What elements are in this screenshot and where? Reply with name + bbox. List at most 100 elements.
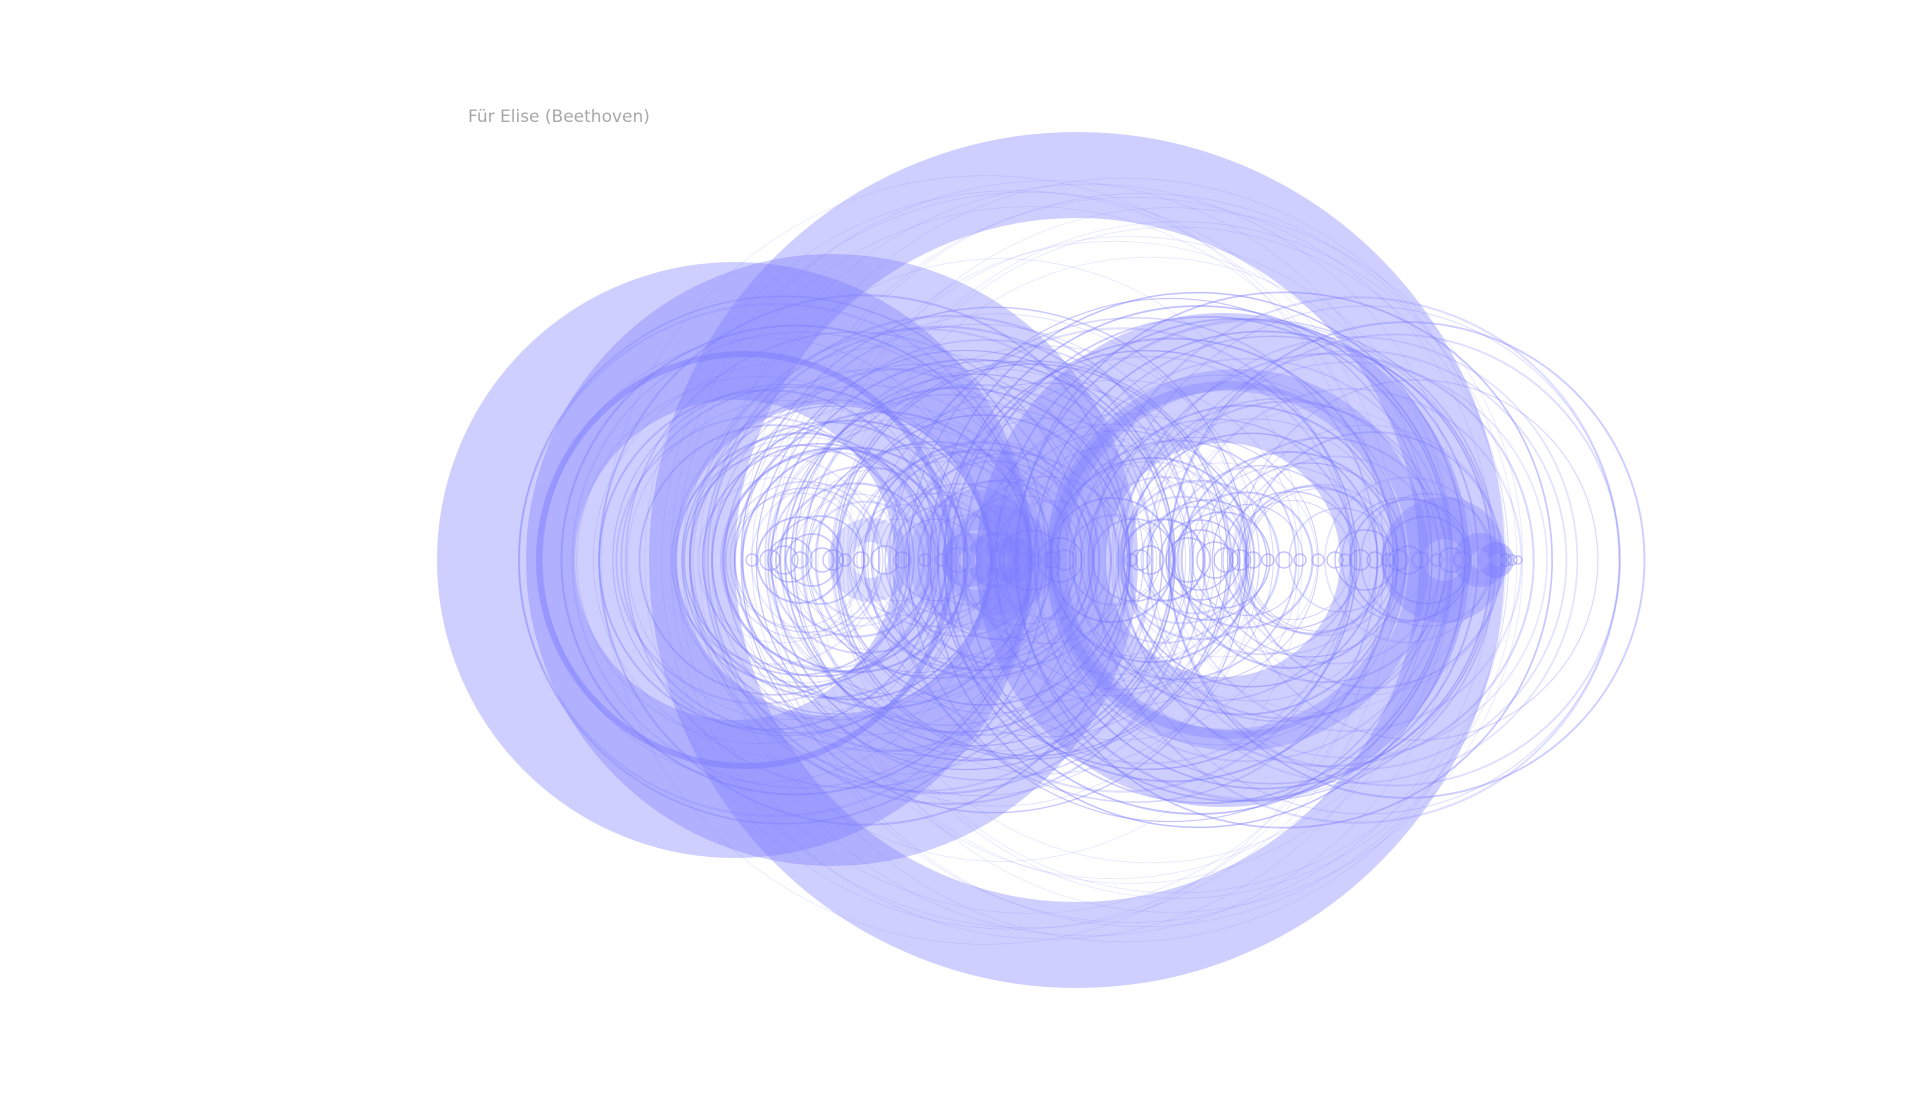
note-ring-225 <box>1169 529 1231 591</box>
note-ring-141 <box>895 518 979 602</box>
note-ring-76 <box>1122 462 1318 658</box>
note-ring-187 <box>842 226 1510 894</box>
note-ring-114 <box>1092 296 1621 824</box>
note-ring-34 <box>692 384 1044 736</box>
note-ring-131 <box>994 317 1479 803</box>
note-ring-80 <box>1168 406 1475 714</box>
note-ring-63 <box>789 467 974 653</box>
note-ring-145 <box>1080 476 1248 644</box>
note-ring-90 <box>792 493 926 627</box>
note-ring-223 <box>1165 537 1211 583</box>
note-ring-92 <box>1201 436 1449 684</box>
note-ring-91 <box>625 331 1083 789</box>
note-ring-180 <box>1167 333 1621 787</box>
note-ring-103 <box>1034 374 1406 746</box>
note-ring-169 <box>701 442 936 678</box>
note-ring-214 <box>918 553 932 567</box>
note-ring-238 <box>1366 551 1384 569</box>
note-ring-50 <box>1087 404 1399 716</box>
note-ring-236 <box>1338 553 1352 567</box>
note-ring-146 <box>1130 336 1579 784</box>
note-ring-150 <box>733 487 880 633</box>
note-ring-73 <box>1116 397 1441 723</box>
note-ring-164 <box>905 417 1191 703</box>
note-ring-182 <box>1091 518 1176 602</box>
note-ring-242 <box>1411 551 1429 569</box>
note-ring-24 <box>805 500 925 620</box>
note-ring-19 <box>884 482 1039 638</box>
note-ring-52 <box>518 295 1048 825</box>
note-ring-32 <box>1002 444 1233 676</box>
note-ring-70 <box>1232 455 1441 665</box>
note-ring-207 <box>785 533 839 587</box>
note-ring-48 <box>1176 491 1314 629</box>
note-ring-222 <box>1135 545 1165 575</box>
note-ring-218 <box>1043 551 1061 569</box>
note-ring-67 <box>1231 424 1503 696</box>
note-ring-109 <box>1068 514 1161 606</box>
note-ring-10 <box>828 518 912 602</box>
note-ring-127 <box>1237 485 1388 635</box>
note-ring-156 <box>733 410 1033 710</box>
note-ring-79 <box>671 399 994 721</box>
note-ring-85 <box>889 504 1000 616</box>
note-ring-135 <box>560 324 1032 796</box>
note-ring-69 <box>778 482 935 638</box>
note-ring-121 <box>1360 492 1495 628</box>
note-ring-64 <box>742 323 1215 797</box>
note-ring-78 <box>979 413 1274 707</box>
note-ring-89 <box>1017 438 1261 682</box>
note-ring-168 <box>1117 495 1246 625</box>
note-ring-184 <box>750 484 903 636</box>
note-ring-29 <box>1112 418 1396 702</box>
note-ring-149 <box>814 440 1054 680</box>
note-ring-233 <box>1293 553 1307 567</box>
note-ring-196 <box>699 258 1303 862</box>
note-ring-119 <box>1180 451 1399 669</box>
note-ring-123 <box>725 480 884 640</box>
note-ring-177 <box>688 421 967 699</box>
note-ring-139 <box>1127 400 1447 720</box>
note-ring-99 <box>1045 357 1450 763</box>
note-ring-179 <box>1033 330 1493 790</box>
note-ring-60 <box>1231 499 1352 621</box>
note-ring-93 <box>894 460 1095 660</box>
note-ring-128 <box>849 504 961 616</box>
note-ring-140 <box>729 492 865 628</box>
note-ring-105 <box>1211 462 1407 658</box>
note-ring-249 <box>999 529 1061 591</box>
note-ring-213 <box>893 551 911 569</box>
note-ring-161 <box>836 406 1144 714</box>
note-ring-224 <box>1159 519 1241 601</box>
note-ring-154 <box>740 306 1248 814</box>
note-ring-241 <box>1393 545 1423 575</box>
note-ring-160 <box>779 394 1112 726</box>
note-ring-178 <box>865 439 1106 681</box>
note-ring-232 <box>1275 551 1293 569</box>
note-ring-40 <box>670 454 881 666</box>
note-ring-136 <box>724 363 1117 757</box>
note-ring-111 <box>598 389 940 731</box>
note-ring-124 <box>592 361 990 759</box>
note-ring-47 <box>1123 432 1379 688</box>
note-ring-98 <box>766 417 1052 703</box>
note-ring-228 <box>1213 547 1239 573</box>
note-ring-94 <box>954 494 1086 626</box>
note-ring-126 <box>706 325 1176 795</box>
note-ring-253 <box>1334 529 1396 591</box>
note-ring-200 <box>805 236 1454 884</box>
note-ring-243 <box>1430 553 1444 567</box>
note-ring-96 <box>681 345 1111 775</box>
ring-layer <box>437 132 1514 988</box>
note-ring-250 <box>1037 537 1083 583</box>
note-ring-219 <box>1054 549 1076 571</box>
note-ring-246 <box>1498 553 1512 567</box>
note-ring-86 <box>867 382 1223 738</box>
note-ring-194 <box>601 175 1371 945</box>
note-ring-125 <box>612 383 965 737</box>
note-ring-244 <box>1438 547 1464 573</box>
note-ring-142 <box>688 367 1074 753</box>
note-ring-134 <box>1341 497 1467 623</box>
note-ring-188 <box>742 177 1507 943</box>
note-ring-201 <box>774 193 1509 927</box>
